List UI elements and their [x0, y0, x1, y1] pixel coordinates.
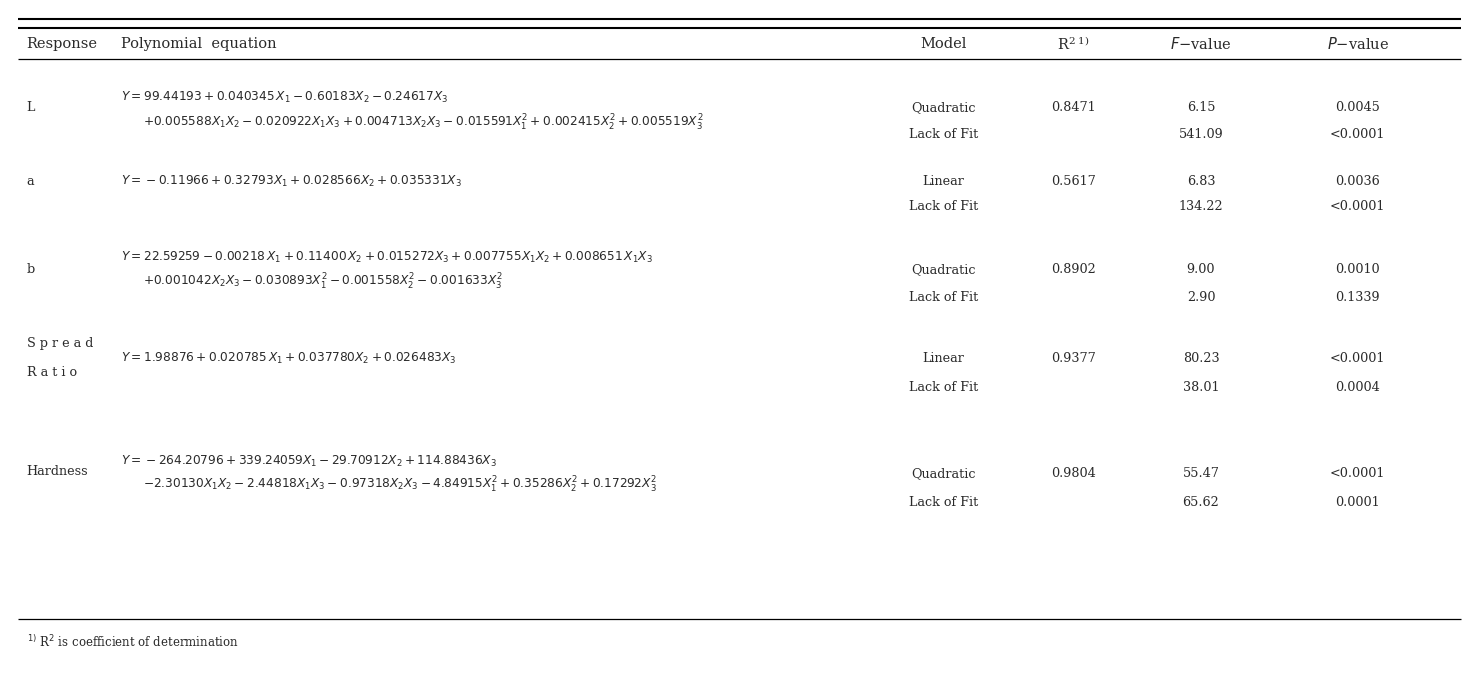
- Text: $Y=-264.20796+339.24059X_1-29.70912X_2+114.88436X_3$: $Y=-264.20796+339.24059X_1-29.70912X_2+1…: [121, 454, 497, 469]
- Text: 6.15: 6.15: [1186, 101, 1216, 115]
- Text: S p r e a d: S p r e a d: [27, 337, 93, 350]
- Text: 0.5617: 0.5617: [1052, 175, 1096, 188]
- Text: $Y=99.44193+0.040345\,X_1-0.60183X_2-0.24617X_3$: $Y=99.44193+0.040345\,X_1-0.60183X_2-0.2…: [121, 90, 448, 105]
- Text: Response: Response: [27, 37, 98, 51]
- Text: 0.1339: 0.1339: [1336, 291, 1380, 305]
- Text: 80.23: 80.23: [1183, 352, 1219, 365]
- Text: 541.09: 541.09: [1179, 128, 1223, 142]
- Text: L: L: [27, 101, 35, 115]
- Text: Linear: Linear: [923, 175, 964, 188]
- Text: 2.90: 2.90: [1186, 291, 1216, 305]
- Text: $Y=1.98876+0.020785\,X_1+0.037780X_2+0.026483X_3$: $Y=1.98876+0.020785\,X_1+0.037780X_2+0.0…: [121, 351, 457, 366]
- Text: Quadratic: Quadratic: [911, 263, 976, 276]
- Text: 0.0036: 0.0036: [1336, 175, 1380, 188]
- Text: Quadratic: Quadratic: [911, 101, 976, 115]
- Text: Lack of Fit: Lack of Fit: [910, 200, 978, 214]
- Text: <0.0001: <0.0001: [1330, 466, 1386, 480]
- Text: Lack of Fit: Lack of Fit: [910, 291, 978, 305]
- Text: 0.8471: 0.8471: [1052, 101, 1096, 115]
- Text: Quadratic: Quadratic: [911, 466, 976, 480]
- Text: $^{1)}$ R$^{2}$ is coefficient of determination: $^{1)}$ R$^{2}$ is coefficient of determ…: [27, 634, 238, 650]
- Text: <0.0001: <0.0001: [1330, 128, 1386, 142]
- Text: $+0.001042X_2X_3-0.030893X_1^2-0.001558X_2^2-0.001633X_3^2$: $+0.001042X_2X_3-0.030893X_1^2-0.001558X…: [143, 272, 503, 292]
- Text: a: a: [27, 175, 34, 188]
- Text: Linear: Linear: [923, 352, 964, 365]
- Text: Model: Model: [920, 37, 967, 51]
- Text: $+0.005588X_1X_2-0.020922X_1X_3+0.004713X_2X_3-0.015591X_1^2+0.002415X_2^2+0.005: $+0.005588X_1X_2-0.020922X_1X_3+0.004713…: [143, 113, 704, 133]
- Text: 0.9804: 0.9804: [1052, 466, 1096, 480]
- Text: 38.01: 38.01: [1183, 381, 1219, 394]
- Text: Lack of Fit: Lack of Fit: [910, 381, 978, 394]
- Text: $-2.30130X_1X_2-2.44818X_1X_3-0.97318X_2X_3-4.84915X_1^2+0.35286X_2^2+0.17292X_3: $-2.30130X_1X_2-2.44818X_1X_3-0.97318X_2…: [143, 475, 658, 495]
- Text: 0.9377: 0.9377: [1052, 352, 1096, 365]
- Text: 55.47: 55.47: [1183, 466, 1219, 480]
- Text: <0.0001: <0.0001: [1330, 352, 1386, 365]
- Text: $Y=-0.11966+0.32793X_1+0.028566X_2+0.035331X_3$: $Y=-0.11966+0.32793X_1+0.028566X_2+0.035…: [121, 174, 463, 189]
- Text: 0.0045: 0.0045: [1336, 101, 1380, 115]
- Text: 0.0001: 0.0001: [1336, 495, 1380, 509]
- Text: R a t i o: R a t i o: [27, 365, 77, 379]
- Text: Hardness: Hardness: [27, 465, 89, 479]
- Text: 0.0010: 0.0010: [1336, 263, 1380, 276]
- Text: <0.0001: <0.0001: [1330, 200, 1386, 214]
- Text: 134.22: 134.22: [1179, 200, 1223, 214]
- Text: Lack of Fit: Lack of Fit: [910, 128, 978, 142]
- Text: $\mathit{F}$$-$value: $\mathit{F}$$-$value: [1170, 36, 1232, 52]
- Text: Polynomial  equation: Polynomial equation: [121, 37, 277, 51]
- Text: 6.83: 6.83: [1186, 175, 1216, 188]
- Text: 0.8902: 0.8902: [1052, 263, 1096, 276]
- Text: 0.0004: 0.0004: [1336, 381, 1380, 394]
- Text: $Y=22.59259-0.00218\,X_1+0.11400\,X_2+0.015272X_3+0.007755X_1X_2+0.008651\,X_1X_: $Y=22.59259-0.00218\,X_1+0.11400\,X_2+0.…: [121, 250, 654, 265]
- Text: Lack of Fit: Lack of Fit: [910, 495, 978, 509]
- Text: $\mathregular{R^{2\ 1)}}$: $\mathregular{R^{2\ 1)}}$: [1057, 35, 1090, 53]
- Text: 9.00: 9.00: [1186, 263, 1216, 276]
- Text: 65.62: 65.62: [1183, 495, 1219, 509]
- Text: b: b: [27, 263, 35, 276]
- Text: $\mathit{P}$$-$value: $\mathit{P}$$-$value: [1327, 36, 1389, 52]
